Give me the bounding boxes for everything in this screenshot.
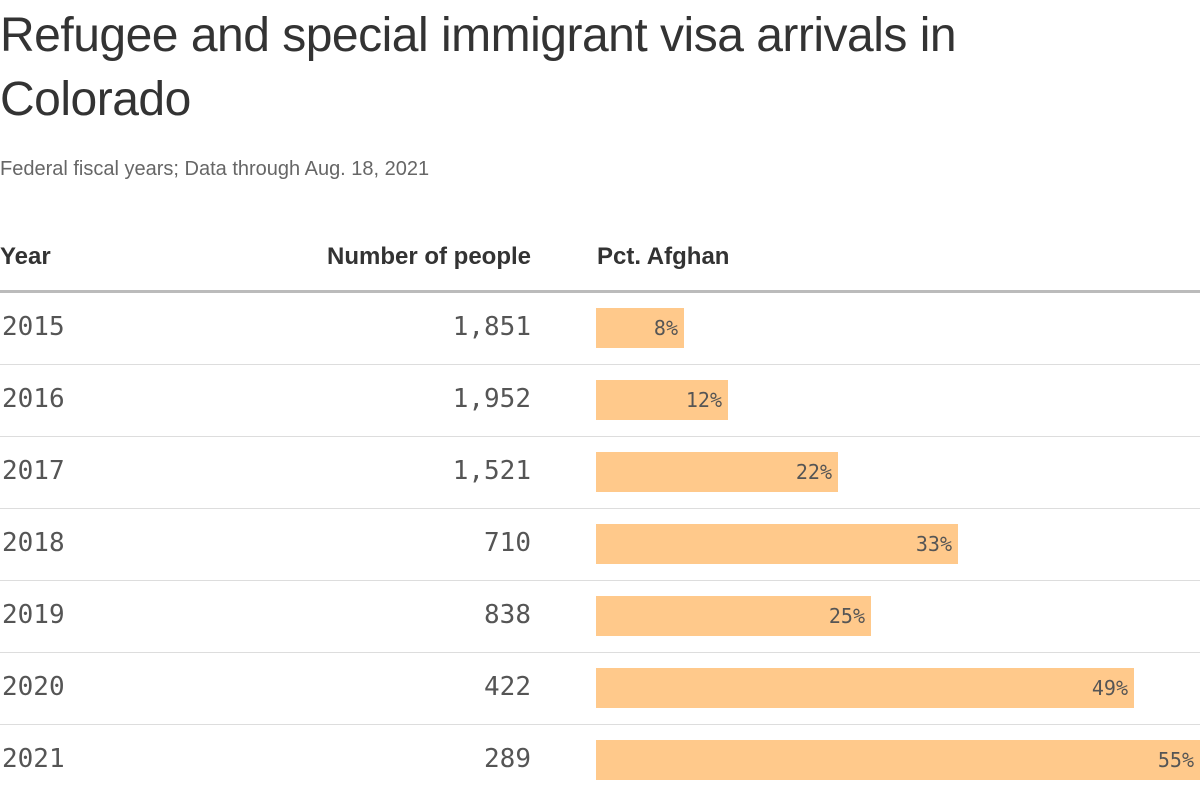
cell-number-of-people: 710 (484, 528, 531, 558)
cell-number-of-people: 838 (484, 600, 531, 630)
cell-year: 2021 (2, 744, 65, 774)
cell-year: 2019 (2, 600, 65, 630)
cell-year: 2015 (2, 312, 65, 342)
pct-afghan-bar: 12% (596, 380, 728, 420)
table-row: 2021 289 55% (0, 725, 1200, 797)
column-header-year: Year (0, 243, 51, 270)
pct-afghan-label: 25% (828, 604, 865, 628)
cell-number-of-people: 422 (484, 672, 531, 702)
table-row: 2017 1,521 22% (0, 437, 1200, 509)
column-header-pct-afghan: Pct. Afghan (597, 243, 730, 270)
pct-afghan-label: 33% (915, 532, 952, 556)
cell-number-of-people: 1,851 (452, 312, 531, 342)
pct-afghan-bar: 8% (596, 308, 684, 348)
table-row: 2016 1,952 12% (0, 365, 1200, 437)
pct-afghan-label: 55% (1157, 748, 1194, 772)
cell-number-of-people: 1,952 (452, 384, 531, 414)
table-row: 2018 710 33% (0, 509, 1200, 581)
pct-afghan-label: 12% (685, 388, 722, 412)
pct-afghan-bar: 22% (596, 452, 838, 492)
table-row: 2015 1,851 8% (0, 293, 1200, 365)
table-row: 2019 838 25% (0, 581, 1200, 653)
cell-year: 2017 (2, 456, 65, 486)
chart-subtitle: Federal fiscal years; Data through Aug. … (0, 158, 430, 180)
cell-year: 2020 (2, 672, 65, 702)
pct-afghan-bar: 55% (596, 740, 1200, 780)
pct-afghan-bar: 33% (596, 524, 958, 564)
table-body: 2015 1,851 8% 2016 1,952 12% 2017 1,521 22% 2018 7… (0, 293, 1200, 797)
pct-afghan-label: 22% (795, 460, 832, 484)
column-header-number: Number of people (326, 243, 531, 270)
cell-year: 2018 (2, 528, 65, 558)
chart-title: Refugee and special immigrant visa arriv… (0, 9, 957, 126)
pct-afghan-bar: 25% (596, 596, 871, 636)
cell-year: 2016 (2, 384, 65, 414)
pct-afghan-label: 49% (1091, 676, 1128, 700)
cell-number-of-people: 289 (484, 744, 531, 774)
cell-number-of-people: 1,521 (452, 456, 531, 486)
pct-afghan-label: 8% (653, 316, 678, 340)
pct-afghan-bar: 49% (596, 668, 1134, 708)
table-header: Year Number of people Pct. Afghan (0, 236, 1200, 293)
table-row: 2020 422 49% (0, 653, 1200, 725)
